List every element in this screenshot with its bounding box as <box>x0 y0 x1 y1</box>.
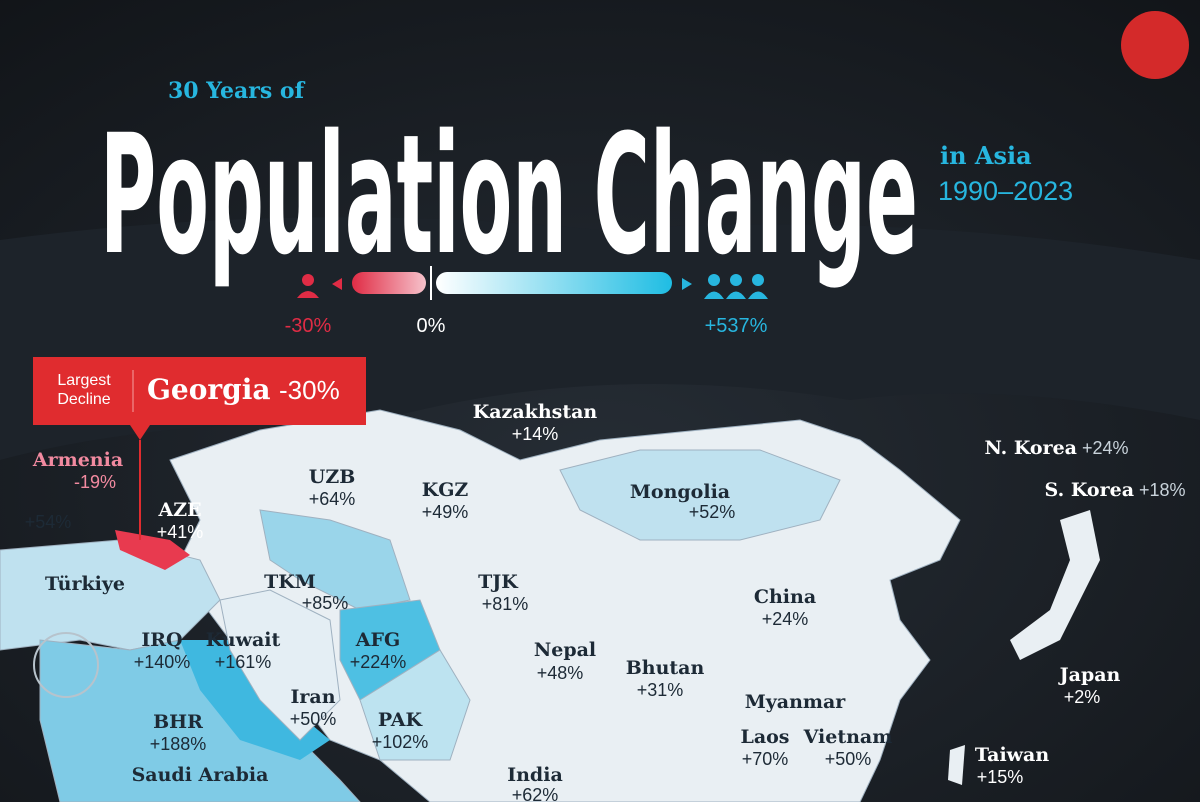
country-name: Taiwan <box>975 744 1050 766</box>
period: 1990–2023 <box>938 176 1073 206</box>
decline-icon <box>302 274 314 286</box>
country-name: AZE <box>157 499 201 521</box>
callout-pointer <box>130 425 150 440</box>
country-name: KGZ <box>422 479 469 501</box>
country-value: +15% <box>977 767 1024 787</box>
country-name: Vietnam <box>803 726 893 748</box>
country-value: +18% <box>1139 480 1186 500</box>
inset-circle <box>33 632 99 698</box>
country-value: +52% <box>689 502 736 522</box>
country-name: S. Korea <box>1045 479 1134 501</box>
country-labels: Kazakhstan+14% Armenia-19% AZE+41% UZB+64% K… <box>25 401 1186 802</box>
country-name: BHR <box>153 711 203 733</box>
country-value: +102% <box>372 732 429 752</box>
country-value: +70% <box>742 749 789 769</box>
mongolia-shape <box>559 449 841 541</box>
callout-country: Georgia <box>147 373 271 406</box>
growth-icon <box>704 274 768 299</box>
arrow-left <box>332 278 342 290</box>
country-name: Kazakhstan <box>473 401 598 423</box>
callout: Largest Decline Georgia -30% <box>33 357 366 540</box>
country-value: +81% <box>482 594 529 614</box>
japan-shape <box>1010 510 1100 660</box>
georgia-shape <box>115 530 190 570</box>
country-value: +161% <box>215 652 272 672</box>
country-name: Bhutan <box>626 657 705 679</box>
country-name: PAK <box>378 709 424 731</box>
callout-label: Decline <box>57 391 110 408</box>
pak-shape <box>359 649 471 761</box>
callout-box <box>33 357 366 425</box>
country-name: Mongolia <box>630 481 730 503</box>
callout-value: -30% <box>279 375 340 405</box>
country-name: China <box>754 586 816 608</box>
country-name: Saudi Arabia <box>132 764 269 786</box>
callout-label: Largest <box>57 372 111 389</box>
country-value: +14% <box>512 424 559 444</box>
iran-shape <box>219 589 341 741</box>
country-name: Laos <box>740 726 789 748</box>
country-value: +224% <box>350 652 407 672</box>
country-value: +50% <box>825 749 872 769</box>
country-name: Iran <box>290 686 335 708</box>
country-name: TJK <box>478 571 519 593</box>
legend-min: -30% <box>285 315 332 337</box>
country-name: TKM <box>264 571 316 593</box>
country-name: Myanmar <box>745 691 847 713</box>
country-name: Kuwait <box>206 629 281 651</box>
country-name: N. Korea <box>984 437 1077 459</box>
country-name: IRQ <box>141 629 182 651</box>
country-name: Türkiye <box>45 573 125 595</box>
country-name: Japan <box>1058 664 1121 686</box>
country-name: UZB <box>309 466 356 488</box>
country-value: -19% <box>74 472 116 492</box>
country-value: +85% <box>302 593 349 613</box>
country-value: +62% <box>512 785 559 802</box>
country-value: +24% <box>1082 438 1129 458</box>
legend-mid: 0% <box>417 315 446 337</box>
growth-bar <box>436 272 672 294</box>
country-name: Armenia <box>32 449 123 471</box>
region: in Asia <box>940 141 1032 170</box>
arrow-right <box>682 278 692 290</box>
title: Population Change <box>100 99 918 291</box>
country-value: +24% <box>762 609 809 629</box>
country-value: +50% <box>290 709 337 729</box>
country-value: +54% <box>25 512 72 532</box>
header: 30 Years of Population Change in Asia 19… <box>100 78 1073 291</box>
legend: -30% 0% +537% <box>285 266 768 337</box>
country-name: Nepal <box>534 639 596 661</box>
country-value: +188% <box>150 734 207 754</box>
country-name: India <box>507 764 563 786</box>
logo <box>1121 11 1189 79</box>
country-value: +31% <box>637 680 684 700</box>
country-value: +2% <box>1064 687 1101 707</box>
decline-icon <box>297 291 319 298</box>
country-value: +49% <box>422 502 469 522</box>
country-value: +48% <box>537 663 584 683</box>
country-value: +64% <box>309 489 356 509</box>
country-value: +41% <box>157 522 204 542</box>
country-name: AFG <box>355 629 400 651</box>
taiwan-shape <box>948 745 965 785</box>
decline-bar <box>352 272 426 294</box>
country-value: +140% <box>134 652 191 672</box>
legend-max: +537% <box>705 315 768 337</box>
kicker: 30 Years of <box>168 78 306 104</box>
